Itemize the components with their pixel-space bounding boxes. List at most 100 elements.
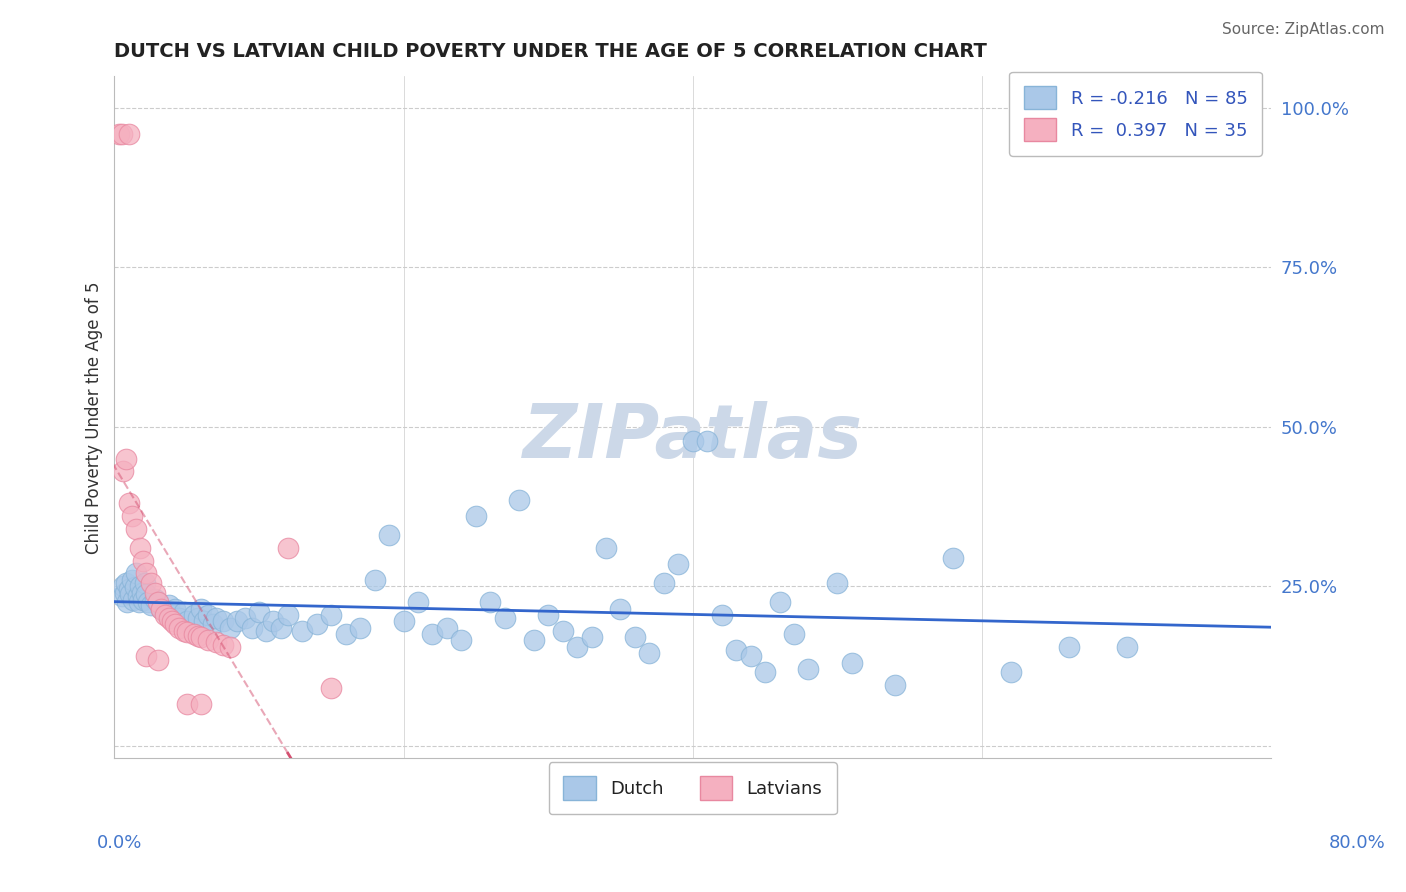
Point	[121, 573, 143, 587]
Point	[135, 587, 157, 601]
Point	[129, 579, 152, 593]
Point	[118, 582, 141, 597]
Point	[464, 509, 486, 524]
Point	[277, 607, 299, 622]
Point	[1057, 640, 1080, 654]
Point	[128, 595, 150, 609]
Point	[305, 617, 328, 632]
Point	[136, 595, 159, 609]
Point	[187, 629, 209, 643]
Point	[187, 611, 209, 625]
Point	[190, 630, 212, 644]
Point	[135, 566, 157, 581]
Point	[321, 607, 343, 622]
Point	[219, 640, 242, 654]
Point	[508, 493, 530, 508]
Point	[1000, 665, 1022, 680]
Point	[176, 625, 198, 640]
Point	[183, 627, 205, 641]
Point	[169, 611, 191, 625]
Point	[797, 662, 820, 676]
Point	[111, 589, 134, 603]
Point	[157, 599, 180, 613]
Point	[254, 624, 277, 638]
Legend: Dutch, Latvians: Dutch, Latvians	[548, 762, 837, 814]
Point	[609, 601, 631, 615]
Point	[153, 605, 176, 619]
Point	[190, 601, 212, 615]
Point	[183, 607, 205, 622]
Point	[754, 665, 776, 680]
Point	[165, 617, 187, 632]
Point	[124, 581, 146, 595]
Point	[537, 607, 560, 622]
Point	[523, 633, 546, 648]
Point	[193, 614, 215, 628]
Point	[827, 576, 849, 591]
Text: Source: ZipAtlas.com: Source: ZipAtlas.com	[1222, 22, 1385, 37]
Point	[129, 541, 152, 555]
Point	[125, 522, 148, 536]
Point	[157, 611, 180, 625]
Point	[111, 127, 134, 141]
Point	[233, 611, 256, 625]
Point	[219, 621, 242, 635]
Point	[120, 587, 142, 601]
Text: ZIPatlas: ZIPatlas	[523, 401, 863, 475]
Point	[696, 434, 718, 448]
Point	[768, 595, 790, 609]
Point	[149, 601, 172, 615]
Point	[226, 614, 249, 628]
Point	[270, 621, 292, 635]
Point	[131, 585, 153, 599]
Point	[146, 595, 169, 609]
Point	[211, 614, 233, 628]
Text: 80.0%: 80.0%	[1329, 834, 1385, 852]
Point	[581, 630, 603, 644]
Point	[349, 621, 371, 635]
Text: 0.0%: 0.0%	[97, 834, 142, 852]
Point	[125, 566, 148, 581]
Point	[321, 681, 343, 696]
Point	[134, 576, 156, 591]
Point	[197, 633, 219, 648]
Point	[710, 607, 733, 622]
Point	[262, 614, 284, 628]
Point	[132, 554, 155, 568]
Point	[638, 646, 661, 660]
Point	[127, 589, 149, 603]
Point	[139, 599, 162, 613]
Point	[565, 640, 588, 654]
Point	[139, 576, 162, 591]
Point	[146, 595, 169, 609]
Point	[117, 595, 139, 609]
Point	[121, 509, 143, 524]
Point	[115, 576, 138, 591]
Point	[725, 643, 748, 657]
Text: DUTCH VS LATVIAN CHILD POVERTY UNDER THE AGE OF 5 CORRELATION CHART: DUTCH VS LATVIAN CHILD POVERTY UNDER THE…	[114, 42, 987, 61]
Point	[201, 617, 224, 632]
Point	[624, 630, 647, 644]
Point	[551, 624, 574, 638]
Point	[652, 576, 675, 591]
Point	[406, 595, 429, 609]
Point	[153, 607, 176, 622]
Point	[176, 614, 198, 628]
Point	[135, 649, 157, 664]
Point	[422, 627, 444, 641]
Point	[143, 591, 166, 606]
Point	[247, 605, 270, 619]
Point	[884, 678, 907, 692]
Point	[277, 541, 299, 555]
Point	[149, 601, 172, 615]
Point	[118, 496, 141, 510]
Y-axis label: Child Poverty Under the Age of 5: Child Poverty Under the Age of 5	[86, 281, 103, 554]
Point	[291, 624, 314, 638]
Point	[114, 585, 136, 599]
Point	[392, 614, 415, 628]
Point	[204, 635, 226, 649]
Point	[118, 127, 141, 141]
Point	[436, 621, 458, 635]
Point	[1115, 640, 1137, 654]
Point	[162, 607, 184, 622]
